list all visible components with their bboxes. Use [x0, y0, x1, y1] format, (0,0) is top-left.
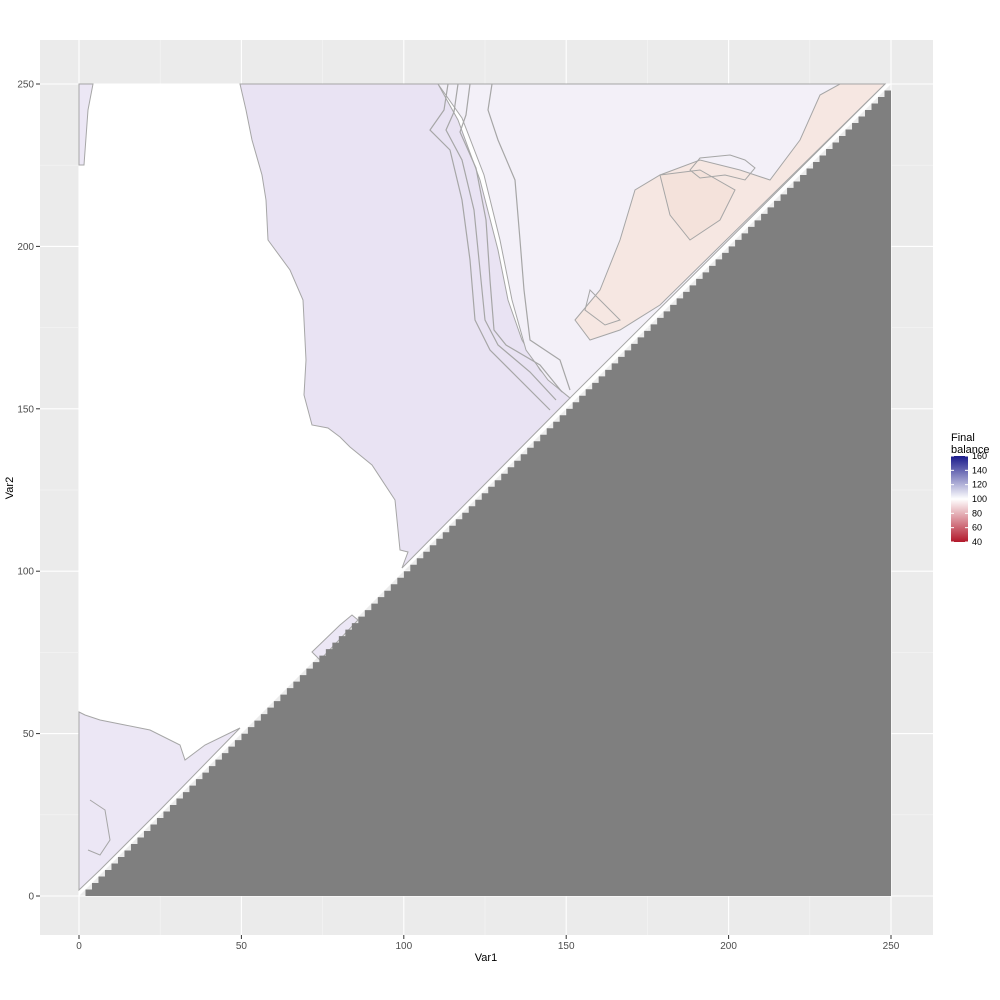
contour-line [584, 289, 621, 326]
legend: Final balance 160 140 120 100 80 60 40 [951, 432, 990, 547]
legend-tick-label: 80 [972, 508, 982, 518]
legend-color-bar [951, 456, 968, 542]
y-tick-label: 0 [28, 892, 34, 903]
y-axis: 0 50 100 150 200 250 [17, 80, 40, 903]
lavender-sliver-region [78, 83, 94, 166]
legend-tick-label: 160 [972, 451, 987, 461]
x-tick-label: 200 [720, 941, 737, 952]
contour-line [429, 83, 551, 411]
na-region [79, 84, 891, 896]
contour-line [689, 154, 756, 181]
contour-line [445, 83, 557, 401]
contour-line [87, 799, 111, 856]
x-axis: 0 50 100 150 200 250 [76, 935, 900, 952]
y-tick-label: 50 [23, 729, 35, 740]
salmon-patch-region [659, 169, 736, 241]
x-tick-label: 50 [236, 941, 248, 952]
contour-line [459, 83, 563, 393]
y-tick-label: 250 [17, 80, 34, 91]
legend-tick-label: 140 [972, 465, 987, 475]
y-tick-label: 100 [17, 567, 34, 578]
legend-title-line-1: Final [951, 432, 975, 444]
legend-tick-label: 60 [972, 523, 982, 533]
salmon-patch-region [574, 83, 887, 341]
legend-tick-label: 120 [972, 480, 987, 490]
white-plateau-region [79, 84, 891, 896]
legend-title-line-2: balance [951, 444, 990, 456]
x-axis-title: Var1 [475, 952, 497, 964]
lavender-patch-region [78, 711, 241, 892]
legend-tick-label: 100 [972, 494, 987, 504]
y-tick-label: 150 [17, 404, 34, 415]
x-tick-label: 0 [76, 941, 82, 952]
lavender-strip-region [311, 614, 359, 661]
x-tick-label: 150 [558, 941, 575, 952]
x-tick-label: 250 [883, 941, 900, 952]
x-tick-label: 100 [395, 941, 412, 952]
lavender-band-region [239, 83, 571, 569]
y-axis-title: Var2 [4, 477, 16, 499]
legend-tick-label: 40 [972, 537, 982, 547]
contour-line [487, 83, 571, 391]
y-tick-label: 200 [17, 242, 34, 253]
